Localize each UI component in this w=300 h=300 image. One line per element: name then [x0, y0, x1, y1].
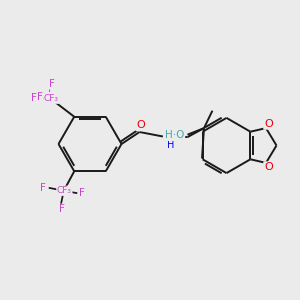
Text: F: F	[49, 79, 55, 89]
Text: F: F	[31, 93, 37, 103]
Text: O: O	[264, 162, 273, 172]
Text: F: F	[40, 183, 46, 193]
Text: CF₃: CF₃	[57, 186, 72, 195]
Text: F: F	[59, 204, 65, 214]
Text: O: O	[264, 119, 273, 129]
Text: O: O	[136, 120, 145, 130]
Text: F: F	[79, 188, 85, 198]
Text: CF₃: CF₃	[44, 94, 59, 103]
Text: N: N	[167, 132, 175, 142]
Text: F: F	[48, 84, 54, 94]
Text: H: H	[167, 140, 174, 150]
Text: H·O: H·O	[165, 130, 184, 140]
Text: F: F	[37, 92, 43, 102]
